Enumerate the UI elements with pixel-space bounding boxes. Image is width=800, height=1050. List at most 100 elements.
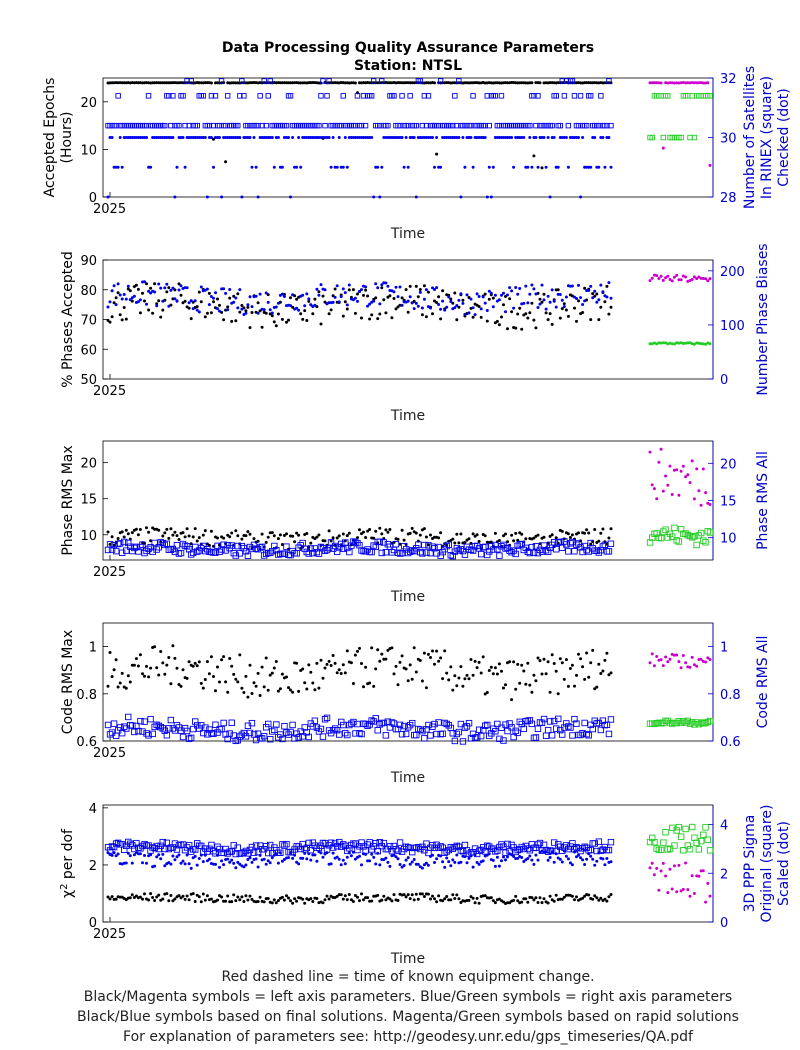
data-dot	[534, 853, 538, 857]
data-square	[293, 730, 300, 737]
data-dot	[232, 672, 236, 676]
data-dot	[471, 315, 475, 319]
data-dot	[309, 897, 313, 901]
data-dot	[587, 675, 591, 679]
data-dot	[120, 530, 124, 534]
data-dot	[595, 859, 599, 863]
data-square	[492, 728, 499, 735]
data-dot	[212, 544, 215, 548]
data-dot	[485, 309, 489, 312]
data-square	[344, 544, 351, 552]
data-dot	[487, 289, 491, 293]
data-square	[396, 839, 404, 846]
footer-line-4: For explanation of parameters see: http:…	[123, 1029, 694, 1045]
data-dot	[554, 536, 558, 540]
data-square	[540, 542, 548, 549]
data-square	[583, 122, 590, 129]
data-dot	[657, 277, 661, 280]
data-square	[248, 719, 256, 727]
data-square	[453, 842, 461, 850]
data-dot	[589, 318, 593, 322]
data-dot	[262, 900, 266, 904]
data-square	[362, 548, 369, 555]
data-dot	[479, 307, 483, 311]
data-square	[376, 839, 383, 846]
data-dot	[147, 675, 151, 679]
data-dot	[270, 856, 274, 860]
data-dot	[469, 136, 473, 139]
data-dot	[295, 531, 299, 535]
data-dot	[260, 325, 264, 329]
data-square	[287, 728, 294, 736]
data-dot	[222, 318, 226, 322]
data-dot	[311, 136, 315, 139]
data-dot	[609, 527, 613, 531]
data-square	[110, 843, 118, 851]
data-dot	[260, 136, 264, 139]
data-dot	[295, 661, 299, 665]
data-dot	[512, 898, 516, 902]
data-dot	[546, 318, 550, 322]
data-dot	[171, 854, 175, 858]
data-dot	[538, 542, 542, 546]
data-dot	[607, 312, 611, 316]
data-square	[125, 713, 132, 721]
figure-footer: Red dashed line = time of known equipmen…	[77, 969, 739, 1045]
left-axis-label: Accepted Epochs	[42, 78, 58, 198]
data-dot	[528, 683, 532, 687]
data-square	[419, 727, 426, 735]
data-square	[510, 733, 517, 741]
data-dot	[414, 670, 418, 674]
data-dot	[145, 664, 148, 668]
data-dot	[668, 278, 672, 281]
data-dot	[558, 857, 562, 861]
data-dot	[575, 673, 578, 677]
data-square	[700, 831, 707, 839]
data-dot	[392, 672, 396, 676]
data-dot	[542, 292, 546, 296]
data-dot	[704, 81, 708, 85]
data-square	[583, 546, 590, 554]
data-square	[131, 544, 138, 552]
data-square	[482, 543, 489, 551]
data-dot	[278, 533, 282, 537]
data-dot	[380, 652, 384, 656]
data-dot	[374, 282, 378, 286]
data-dot	[209, 897, 213, 901]
data-square	[599, 717, 607, 724]
data-square	[372, 840, 379, 847]
data-dot	[573, 684, 576, 688]
data-dot	[309, 541, 313, 545]
data-dot	[583, 531, 587, 535]
data-dot	[540, 283, 544, 287]
data-square	[433, 730, 440, 738]
data-dot	[467, 677, 471, 681]
data-dot	[167, 536, 171, 540]
data-square	[402, 843, 410, 850]
data-square	[246, 729, 254, 737]
data-dot	[410, 860, 414, 864]
data-square	[333, 548, 341, 556]
data-square	[469, 849, 477, 856]
data-dot	[321, 901, 325, 905]
data-dot	[256, 671, 260, 675]
data-square	[112, 732, 120, 740]
data-square	[380, 719, 388, 727]
data-dot	[301, 856, 305, 860]
data-dot	[701, 81, 705, 85]
data-dot	[441, 860, 445, 864]
data-square	[186, 122, 192, 129]
data-square	[386, 724, 394, 731]
data-dot	[664, 276, 668, 280]
data-square	[192, 846, 199, 853]
data-dot	[532, 318, 536, 322]
data-dot	[443, 897, 447, 901]
right-axis-label: 3D PPP Sigma	[742, 815, 758, 913]
data-square	[516, 846, 523, 853]
x-tick-label: 2025	[93, 565, 126, 580]
data-square	[673, 827, 680, 834]
data-dot	[514, 687, 518, 691]
data-square	[260, 732, 268, 740]
data-dot	[473, 313, 477, 317]
data-dot	[681, 81, 685, 84]
